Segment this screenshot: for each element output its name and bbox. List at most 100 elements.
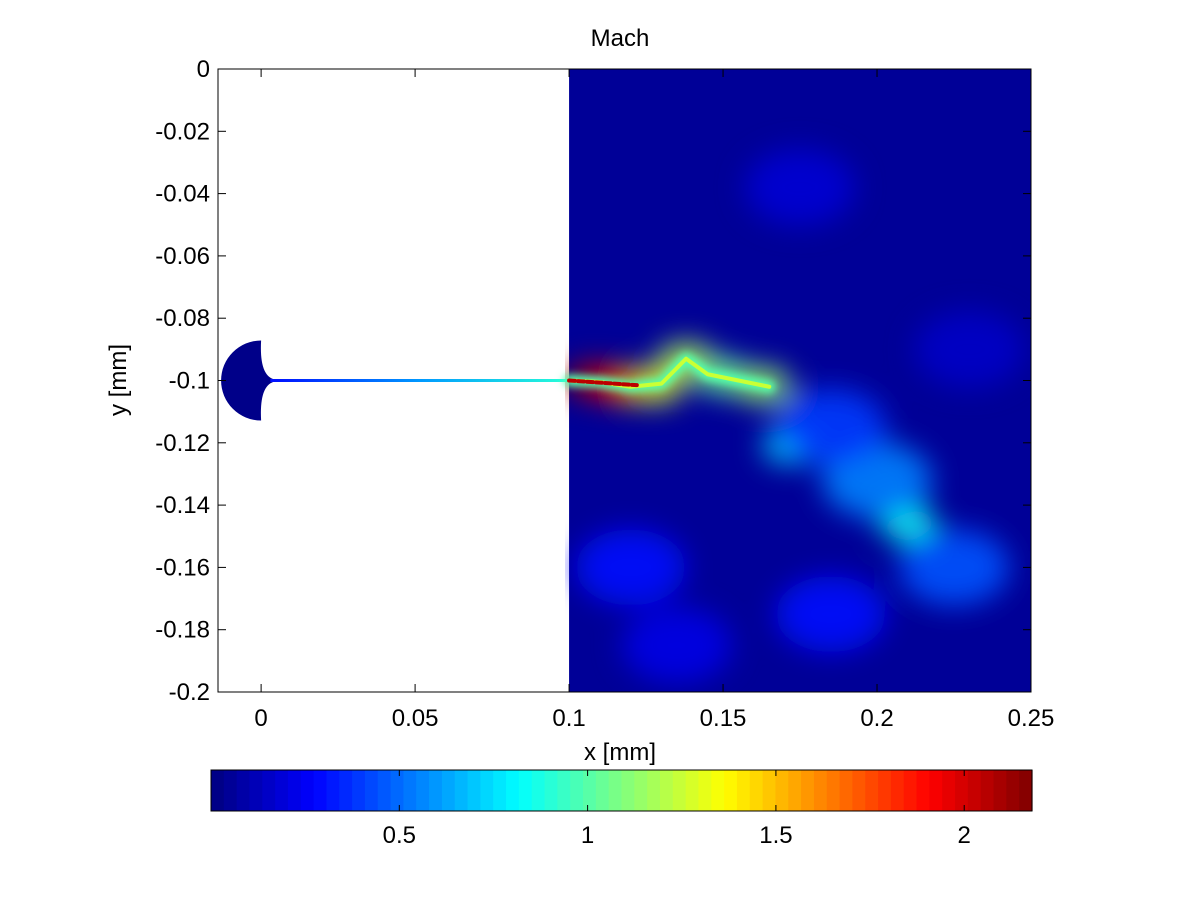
colorbar-swatch — [1019, 770, 1033, 811]
y-tick-label: -0.12 — [155, 430, 210, 457]
nozzle-chamber — [221, 340, 276, 421]
nozzle-jet — [270, 379, 570, 382]
colorbar-swatch — [275, 770, 289, 811]
y-tick-label: -0.14 — [155, 492, 210, 519]
colorbar-swatch — [852, 770, 866, 811]
colorbar-swatch — [300, 770, 315, 811]
colorbar-swatch — [801, 770, 815, 811]
colorbar-swatch — [711, 770, 725, 811]
colorbar-swatch — [416, 770, 430, 811]
x-tick-label: 0.15 — [700, 705, 747, 732]
y-tick-label: -0.02 — [155, 118, 210, 145]
colorbar-swatch — [698, 770, 712, 811]
colorbar-swatch — [211, 770, 225, 811]
colorbar-swatch — [557, 770, 571, 811]
colorbar-swatch — [403, 770, 417, 811]
colorbar-swatch — [826, 770, 841, 811]
colorbar-swatch — [647, 770, 661, 811]
colorbar-ticks: 0.5 1 1.5 2 — [383, 770, 971, 849]
flow-feature-14 — [775, 576, 886, 653]
y-tick-label: 0 — [197, 56, 210, 83]
y-tick-label: -0.08 — [155, 305, 210, 332]
colorbar — [210, 769, 1033, 812]
flow-feature-13 — [621, 607, 732, 684]
colorbar-swatch — [223, 770, 238, 811]
x-axis-ticks: 0 0.05 0.1 0.15 0.2 0.25 — [254, 69, 1054, 732]
colorbar-swatch — [352, 770, 366, 811]
colorbar-swatch — [749, 770, 764, 811]
colorbar-swatch — [518, 770, 533, 811]
colorbar-frame — [210, 769, 1033, 812]
colorbar-swatch — [762, 770, 777, 811]
colorbar-swatch — [287, 770, 302, 811]
colorbar-swatch — [480, 770, 494, 811]
colorbar-swatch — [1006, 770, 1020, 811]
colorbar-swatch — [993, 770, 1007, 811]
colorbar-swatch — [493, 770, 507, 811]
y-axis-label: y [mm] — [105, 344, 132, 416]
colorbar-swatch — [955, 770, 969, 811]
x-tick-label: 0.1 — [552, 705, 585, 732]
colorbar-swatch — [813, 770, 828, 811]
colorbar-swatch — [916, 770, 930, 811]
colorbar-swatch — [429, 770, 443, 811]
colorbar-tick-label: 1.5 — [759, 822, 792, 849]
colorbar-swatch — [903, 770, 918, 811]
colorbar-swatch — [595, 770, 610, 811]
colorbar-swatch — [890, 770, 905, 811]
colorbar-swatch — [377, 770, 392, 811]
y-tick-label: -0.16 — [155, 554, 210, 581]
colorbar-tick-label: 2 — [958, 822, 971, 849]
plume-field — [565, 69, 1031, 692]
colorbar-swatch — [839, 770, 854, 811]
colorbar-swatch — [634, 770, 648, 811]
flow-feature-10 — [775, 389, 886, 466]
y-axis-ticks: 0 -0.02 -0.04 -0.06 -0.08 -0.1 -0.12 -0.14 -0.16… — [155, 56, 1031, 706]
colorbar-swatch — [506, 770, 520, 811]
colorbar-swatch — [313, 770, 328, 811]
colorbar-swatch — [942, 770, 956, 811]
y-tick-label: -0.1 — [169, 368, 210, 395]
plot-area — [221, 69, 1031, 692]
colorbar-swatch — [364, 770, 379, 811]
jet-shock-cells — [567, 378, 639, 388]
colorbar-swatch — [621, 770, 635, 811]
chamber-region — [221, 340, 276, 421]
colorbar-swatch — [775, 770, 789, 811]
x-tick-label: 0 — [254, 705, 267, 732]
colorbar-swatch — [865, 770, 879, 811]
x-tick-label: 0.2 — [860, 705, 893, 732]
flow-feature-15 — [914, 311, 1025, 388]
colorbar-swatch — [608, 770, 623, 811]
colorbar-swatch — [339, 770, 353, 811]
jet-stream — [270, 352, 776, 393]
colorbar-swatch — [672, 770, 687, 811]
colorbar-tick-label: 0.5 — [383, 822, 416, 849]
colorbar-swatch — [685, 770, 700, 811]
colorbar-swatch — [326, 770, 340, 811]
colorbar-swatch — [570, 770, 584, 811]
x-axis-label: x [mm] — [584, 739, 656, 766]
colorbar-swatch — [736, 770, 751, 811]
y-tick-label: -0.06 — [155, 243, 210, 270]
y-tick-label: -0.18 — [155, 617, 210, 644]
colorbar-swatch — [659, 770, 674, 811]
colorbar-swatch — [390, 770, 405, 811]
flow-feature-9 — [899, 529, 1010, 606]
colorbar-swatch — [724, 770, 738, 811]
colorbar-swatch — [441, 770, 456, 811]
colorbar-swatch — [236, 770, 251, 811]
colorbar-swatch — [929, 770, 943, 811]
flow-feature-12 — [575, 529, 686, 606]
colorbar-swatch — [262, 770, 276, 811]
y-tick-label: -0.2 — [169, 679, 210, 706]
colorbar-swatch — [980, 770, 995, 811]
y-tick-label: -0.04 — [155, 181, 210, 208]
colorbar-swatch — [249, 770, 263, 811]
colorbar-swatch — [878, 770, 892, 811]
colorbar-tick-label: 1 — [581, 822, 594, 849]
x-tick-label: 0.05 — [392, 705, 439, 732]
colorbar-swatch — [531, 770, 546, 811]
colorbar-swatch — [544, 770, 558, 811]
